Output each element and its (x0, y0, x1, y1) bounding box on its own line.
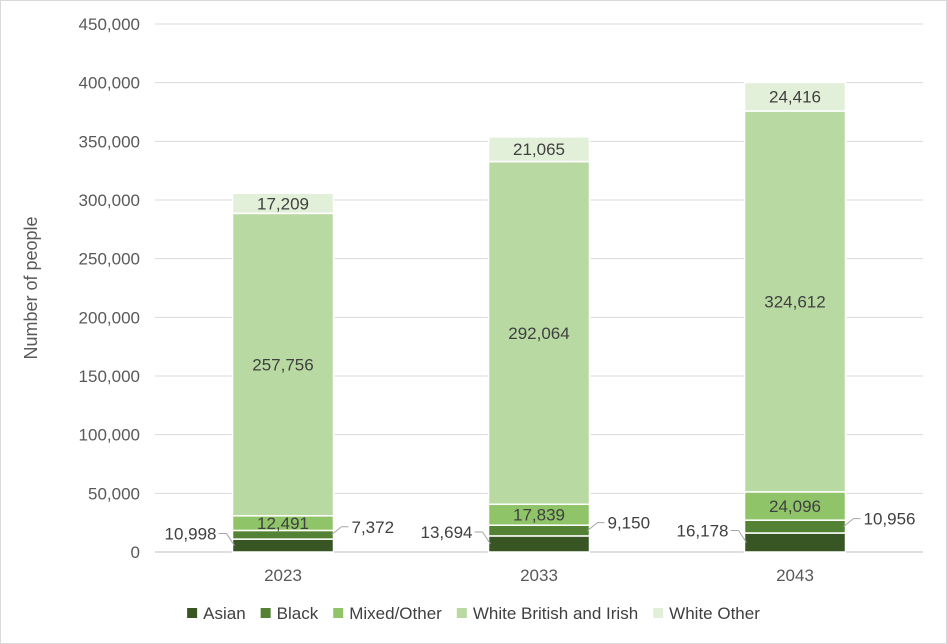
y-axis-tick-labels: 0 50,000 100,000 150,000 200,000 250,000 300,0… (79, 15, 140, 562)
bar-segment (231, 538, 335, 553)
y-tick-label: 450,000 (79, 15, 140, 34)
legend-item-label: White British and Irish (473, 604, 638, 623)
legend-swatch (653, 608, 664, 618)
y-tick-label: 350,000 (79, 132, 140, 151)
leader-line (474, 531, 491, 545)
data-label: 10,956 (864, 510, 916, 529)
bar-segment (743, 519, 847, 534)
data-label: 9,150 (608, 514, 651, 533)
y-tick-label: 50,000 (88, 484, 140, 503)
legend-item-label: Black (277, 604, 319, 623)
data-labels: 10,998 7,372 12,491 257,756 17,209 13,694 9,15… (165, 88, 916, 546)
bar-segment (487, 524, 591, 537)
y-tick-label: 200,000 (79, 308, 140, 327)
data-label: 7,372 (352, 518, 395, 537)
bar-stacks (231, 81, 847, 553)
y-axis-title: Number of people (21, 216, 41, 359)
legend-item-label: Asian (203, 604, 246, 623)
leader-line (587, 522, 605, 531)
bar-segment (231, 192, 335, 215)
data-label: 10,998 (165, 525, 217, 544)
y-tick-label: 250,000 (79, 250, 140, 269)
y-tick-label: 100,000 (79, 426, 140, 445)
data-label: 24,096 (769, 497, 821, 516)
legend-swatch (456, 608, 467, 618)
legend: Asian Black Mixed/Other White British and I… (187, 604, 760, 623)
data-label: 21,065 (513, 140, 565, 159)
bar-segment (743, 81, 847, 112)
data-label: 17,209 (257, 194, 309, 213)
leader-line (730, 530, 747, 543)
x-tick-label: 2043 (776, 566, 814, 585)
x-tick-label: 2033 (520, 566, 558, 585)
data-label: 257,756 (252, 356, 313, 375)
bar-segment (743, 532, 847, 553)
bar-segment (487, 535, 591, 553)
legend-swatch (333, 608, 344, 618)
legend-item-label: Mixed/Other (349, 604, 442, 623)
data-label: 292,064 (508, 324, 569, 343)
leader-line (218, 533, 235, 546)
bar-segment (487, 160, 591, 506)
y-tick-label: 300,000 (79, 191, 140, 210)
data-label: 13,694 (421, 523, 473, 542)
y-tick-label: 400,000 (79, 74, 140, 93)
data-label: 12,491 (257, 514, 309, 533)
data-label: 16,178 (677, 522, 729, 541)
x-tick-label: 2023 (264, 566, 302, 585)
data-label: 324,612 (764, 292, 825, 311)
data-label: 17,839 (513, 506, 565, 525)
legend-swatch (260, 608, 271, 618)
legend-swatch (187, 608, 198, 618)
y-tick-label: 150,000 (79, 367, 140, 386)
bar-segment (487, 136, 591, 163)
leader-line (331, 526, 349, 536)
bar-segment (743, 110, 847, 493)
x-axis-tick-labels: 2023 2033 2043 (264, 566, 814, 585)
legend-item-label: White Other (669, 604, 760, 623)
bar-segment (231, 212, 335, 517)
y-tick-label: 0 (131, 543, 140, 562)
data-label: 24,416 (769, 88, 821, 107)
leader-line (843, 518, 861, 527)
